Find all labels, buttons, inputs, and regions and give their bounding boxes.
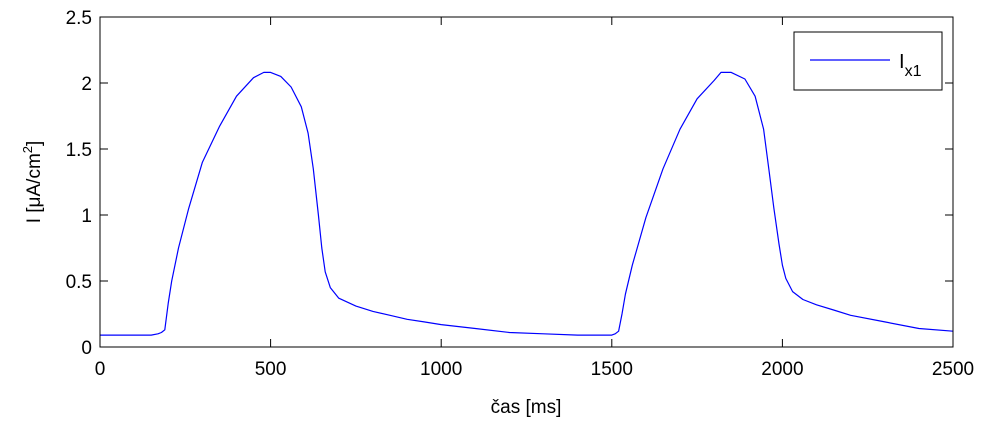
x-axis-label: čas [ms] — [491, 397, 562, 418]
x-tick-label: 1000 — [420, 359, 462, 380]
legend-label-subscript: x1 — [905, 63, 922, 80]
legend: Ix1 — [793, 31, 943, 91]
x-tick-labels: 0 500 1000 1500 2000 2500 — [95, 359, 974, 380]
x-tick-label: 2000 — [761, 359, 803, 380]
y-axis-label-superscript: 2 — [20, 146, 35, 153]
plot-frame — [99, 16, 954, 348]
x-tick-label: 2500 — [932, 359, 974, 380]
y-tick-label: 0 — [81, 338, 92, 359]
y-axis-label: I [μA/cm2] — [20, 141, 45, 224]
y-axis-label-close: ] — [24, 141, 45, 146]
x-tick-label: 0 — [95, 359, 106, 380]
y-axis-label-main: I [μA/cm — [24, 153, 45, 223]
legend-label-main: I — [899, 51, 905, 73]
x-tick-label: 500 — [255, 359, 287, 380]
legend-box — [793, 31, 943, 91]
legend-label: Ix1 — [899, 51, 922, 80]
y-tick-label: 1.5 — [66, 140, 92, 161]
x-tick-label: 1500 — [591, 359, 633, 380]
y-tick-labels: 0 0.5 1 1.5 2 2.5 — [66, 8, 92, 359]
y-tick-label: 2 — [81, 74, 92, 95]
y-tick-label: 0.5 — [66, 272, 92, 293]
y-tick-label: 2.5 — [66, 8, 92, 29]
y-tick-label: 1 — [81, 206, 92, 227]
series-line-ix1 — [100, 71, 954, 336]
